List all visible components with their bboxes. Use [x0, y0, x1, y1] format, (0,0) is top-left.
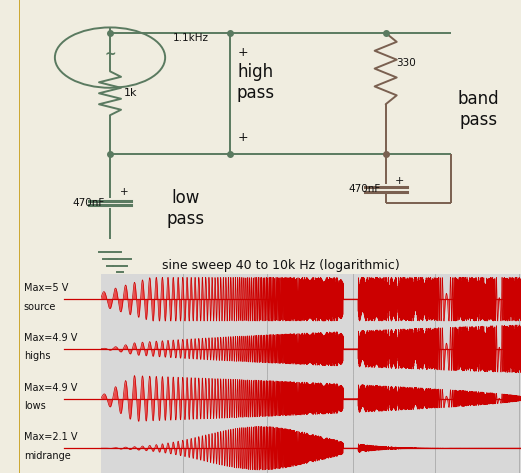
- Text: low
pass: low pass: [166, 189, 204, 228]
- Text: 470nF: 470nF: [72, 198, 105, 208]
- Text: lows: lows: [24, 401, 45, 411]
- Text: Max=4.9 V: Max=4.9 V: [24, 383, 77, 393]
- Text: 1k: 1k: [123, 88, 137, 98]
- Text: band
pass: band pass: [457, 90, 499, 129]
- Text: +: +: [120, 187, 129, 197]
- Text: midrange: midrange: [24, 451, 70, 461]
- Text: ~: ~: [104, 48, 116, 62]
- Text: sine sweep 40 to 10k Hz (logarithmic): sine sweep 40 to 10k Hz (logarithmic): [162, 259, 399, 272]
- Text: Max=4.9 V: Max=4.9 V: [24, 333, 77, 343]
- Text: +: +: [238, 131, 249, 144]
- Text: 470nF: 470nF: [348, 184, 380, 194]
- Text: highs: highs: [24, 351, 51, 361]
- Text: +: +: [395, 176, 404, 186]
- Text: +: +: [238, 45, 249, 59]
- Text: 330: 330: [396, 58, 415, 68]
- Text: 1.1kHz: 1.1kHz: [172, 34, 209, 44]
- Text: source: source: [24, 302, 56, 312]
- Text: Max=2.1 V: Max=2.1 V: [24, 432, 77, 442]
- Text: Max=5 V: Max=5 V: [24, 283, 68, 293]
- Text: high
pass: high pass: [237, 63, 275, 102]
